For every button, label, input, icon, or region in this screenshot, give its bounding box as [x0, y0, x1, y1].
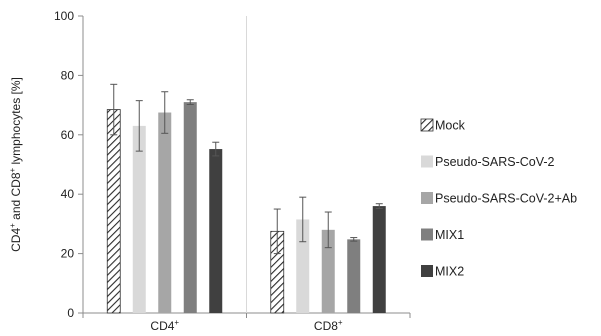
legend-swatch — [421, 228, 433, 241]
legend-label: MIX2 — [435, 265, 464, 279]
x-category-label: CD8+ — [314, 318, 343, 333]
bar-pseudo-sars-cov-2-ab-1 — [321, 229, 335, 313]
y-tick-label: 40 — [61, 187, 75, 201]
legend-swatch — [421, 155, 433, 168]
legend-label: Pseudo-SARS-CoV-2+Ab — [435, 192, 577, 206]
bar-pseudo-sars-cov-2-ab-0 — [158, 112, 172, 314]
chart-bars — [106, 83, 386, 314]
y-axis-label: CD4+ and CD8+ lymphocytes [%] — [8, 77, 23, 252]
bar-mix2-0 — [209, 149, 223, 313]
y-tick-label: 20 — [61, 247, 75, 261]
chart-labels: CD4+ CD8+ CD4+ and CD8+ lymphocytes [%] — [8, 77, 343, 333]
bar-pseudo-sars-cov-2-1 — [296, 219, 310, 313]
legend-label: MIX1 — [435, 228, 464, 242]
y-tick-label: 0 — [67, 306, 74, 320]
legend-label: Pseudo-SARS-CoV-2 — [435, 155, 555, 169]
legend-swatch — [421, 192, 433, 204]
y-tick-label: 60 — [61, 128, 75, 142]
bar-mix1-0 — [183, 102, 197, 313]
bar-mix2-1 — [372, 206, 386, 313]
legend-label: Mock — [435, 119, 466, 133]
bar-mock-0 — [106, 109, 121, 314]
bar-pseudo-sars-cov-2-0 — [132, 125, 146, 313]
legend-swatch — [420, 118, 434, 132]
y-tick-label: 100 — [54, 9, 74, 23]
chart-legend: Mock Pseudo-SARS-CoV-2 Pseudo-SARS-CoV-2+A… — [420, 118, 577, 279]
y-tick-label: 80 — [61, 68, 75, 82]
legend-swatch — [421, 265, 433, 277]
x-category-label: CD4+ — [150, 318, 179, 333]
bar-mix1-1 — [347, 239, 361, 313]
